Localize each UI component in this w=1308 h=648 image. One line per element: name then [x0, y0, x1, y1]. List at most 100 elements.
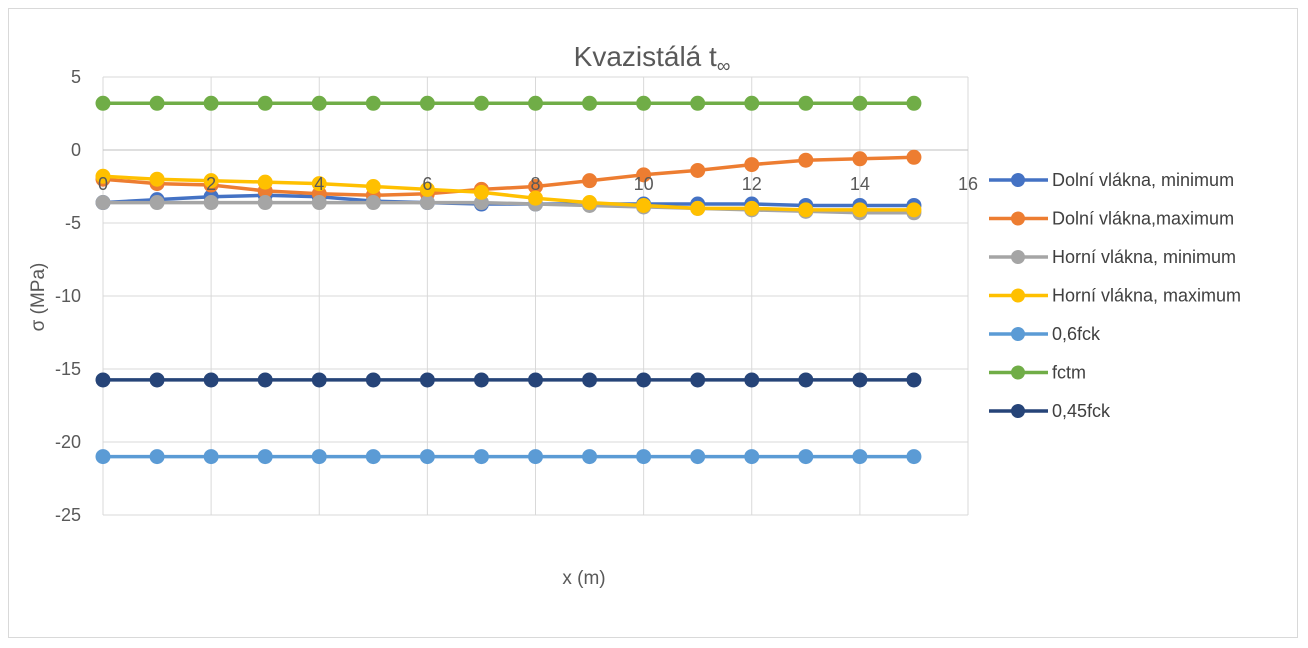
legend-label: fctm [1052, 363, 1086, 383]
x-tick-label: 4 [314, 174, 324, 194]
legend-marker [1011, 327, 1025, 341]
data-point [744, 372, 760, 388]
data-point [203, 449, 219, 465]
data-point [365, 195, 381, 211]
x-axis-title: x (m) [562, 568, 605, 589]
legend-label: 0,6fck [1052, 324, 1101, 344]
data-point [906, 95, 922, 111]
data-point [419, 95, 435, 111]
data-point [744, 157, 760, 173]
y-tick-label: 0 [71, 140, 81, 160]
series-layer [95, 95, 922, 465]
data-point [582, 372, 598, 388]
data-point [906, 202, 922, 218]
data-point [636, 197, 652, 213]
data-point [95, 195, 111, 211]
x-tick-label: 8 [530, 174, 540, 194]
data-point [203, 173, 219, 189]
grid-layer [102, 76, 969, 516]
x-tick-label: 10 [634, 174, 654, 194]
data-point [852, 449, 868, 465]
data-point [582, 195, 598, 211]
data-point [149, 171, 165, 187]
data-point [95, 449, 111, 465]
data-point [365, 372, 381, 388]
data-point [311, 195, 327, 211]
data-point [257, 195, 273, 211]
x-tick-label: 6 [422, 174, 432, 194]
data-point [690, 200, 706, 216]
data-point [473, 184, 489, 200]
series-line [102, 174, 914, 212]
data-point [582, 95, 598, 111]
data-point [257, 95, 273, 111]
data-point [95, 372, 111, 388]
data-point [582, 449, 598, 465]
data-point [798, 202, 814, 218]
data-point [149, 195, 165, 211]
data-point [798, 152, 814, 168]
legend-label: Dolní vlákna,maximum [1052, 209, 1234, 229]
data-point [798, 372, 814, 388]
x-tick-labels: 0 2 4 6 8 10 12 14 16 [98, 174, 978, 194]
y-tick-label: -25 [55, 505, 81, 525]
data-point [636, 372, 652, 388]
data-point [528, 449, 543, 465]
data-point [636, 95, 652, 111]
data-point [690, 449, 706, 465]
data-point [744, 449, 760, 465]
data-point [744, 95, 760, 111]
data-point [636, 449, 652, 465]
data-point [95, 95, 111, 111]
data-point [852, 202, 868, 218]
data-point [257, 372, 273, 388]
data-point [582, 173, 598, 189]
data-point [419, 449, 435, 465]
data-point [852, 151, 868, 167]
x-tick-label: 12 [742, 174, 762, 194]
legend-label: Horní vlákna, maximum [1052, 286, 1241, 306]
data-point [473, 372, 489, 388]
legend-marker [1011, 404, 1025, 418]
data-point [528, 95, 543, 111]
chart-area [8, 8, 1298, 638]
y-tick-label: -15 [55, 359, 81, 379]
data-point [798, 95, 814, 111]
legend-label: Dolní vlákna, minimum [1052, 170, 1234, 190]
data-point [473, 449, 489, 465]
data-point [528, 190, 543, 206]
data-point [473, 95, 489, 111]
data-point [852, 95, 868, 111]
data-point [311, 449, 327, 465]
x-tick-label: 2 [206, 174, 216, 194]
data-point [906, 149, 922, 165]
legend-marker [1011, 288, 1025, 303]
data-point [690, 95, 706, 111]
data-point [311, 95, 327, 111]
data-point [203, 95, 219, 111]
legend-label: Horní vlákna, minimum [1052, 247, 1236, 267]
series-line [102, 155, 914, 198]
data-point [528, 372, 543, 388]
y-axis-title: σ (MPa) [28, 263, 49, 332]
data-point [419, 195, 435, 211]
y-tick-label: 5 [71, 67, 81, 87]
legend: Dolní vlákna, minimum Dolní vlákna,maximu… [989, 170, 1241, 421]
legend-marker [1011, 365, 1025, 380]
data-point [149, 372, 165, 388]
data-point [852, 372, 868, 388]
legend-marker [1011, 173, 1025, 187]
data-point [95, 168, 111, 184]
data-point [257, 174, 273, 190]
data-point [311, 176, 327, 192]
data-point [636, 167, 652, 183]
y-tick-label: -10 [55, 286, 81, 306]
data-point [149, 449, 165, 465]
data-point [203, 195, 219, 211]
legend-label: 0,45fck [1052, 401, 1111, 421]
y-tick-label: -20 [55, 432, 81, 452]
data-point [203, 372, 219, 388]
data-point [906, 372, 922, 388]
x-tick-label: 0 [98, 174, 108, 194]
